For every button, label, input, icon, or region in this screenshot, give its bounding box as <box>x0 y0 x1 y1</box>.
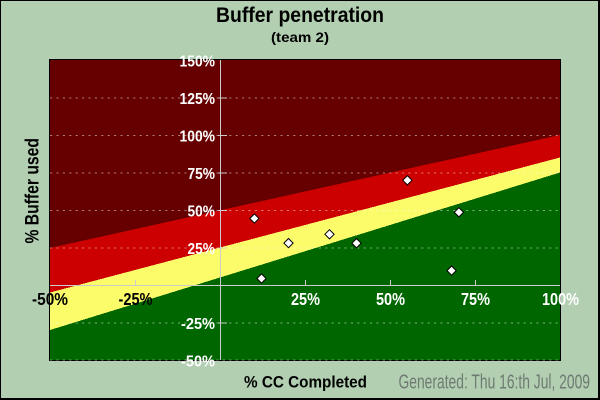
svg-text:Generated: Thu 16:th Jul, 2009: Generated: Thu 16:th Jul, 2009 <box>399 372 591 394</box>
svg-text:(team 2): (team 2) <box>271 29 329 45</box>
svg-text:50%: 50% <box>376 289 405 309</box>
svg-text:-25%: -25% <box>119 289 153 309</box>
svg-text:-25%: -25% <box>181 316 215 333</box>
svg-text:50%: 50% <box>188 204 216 221</box>
svg-text:75%: 75% <box>188 166 216 183</box>
svg-text:100%: 100% <box>542 289 579 309</box>
svg-text:% CC Completed: % CC Completed <box>244 373 367 392</box>
svg-text:150%: 150% <box>180 54 216 71</box>
svg-text:125%: 125% <box>180 91 216 108</box>
svg-text:-50%: -50% <box>32 289 68 309</box>
svg-text:Buffer penetration: Buffer penetration <box>216 4 384 27</box>
svg-text:% Buffer used: % Buffer used <box>22 138 43 244</box>
svg-text:-50%: -50% <box>181 354 215 371</box>
svg-text:75%: 75% <box>461 289 490 309</box>
svg-text:100%: 100% <box>180 129 216 146</box>
svg-text:25%: 25% <box>188 241 216 258</box>
svg-text:25%: 25% <box>291 289 320 309</box>
